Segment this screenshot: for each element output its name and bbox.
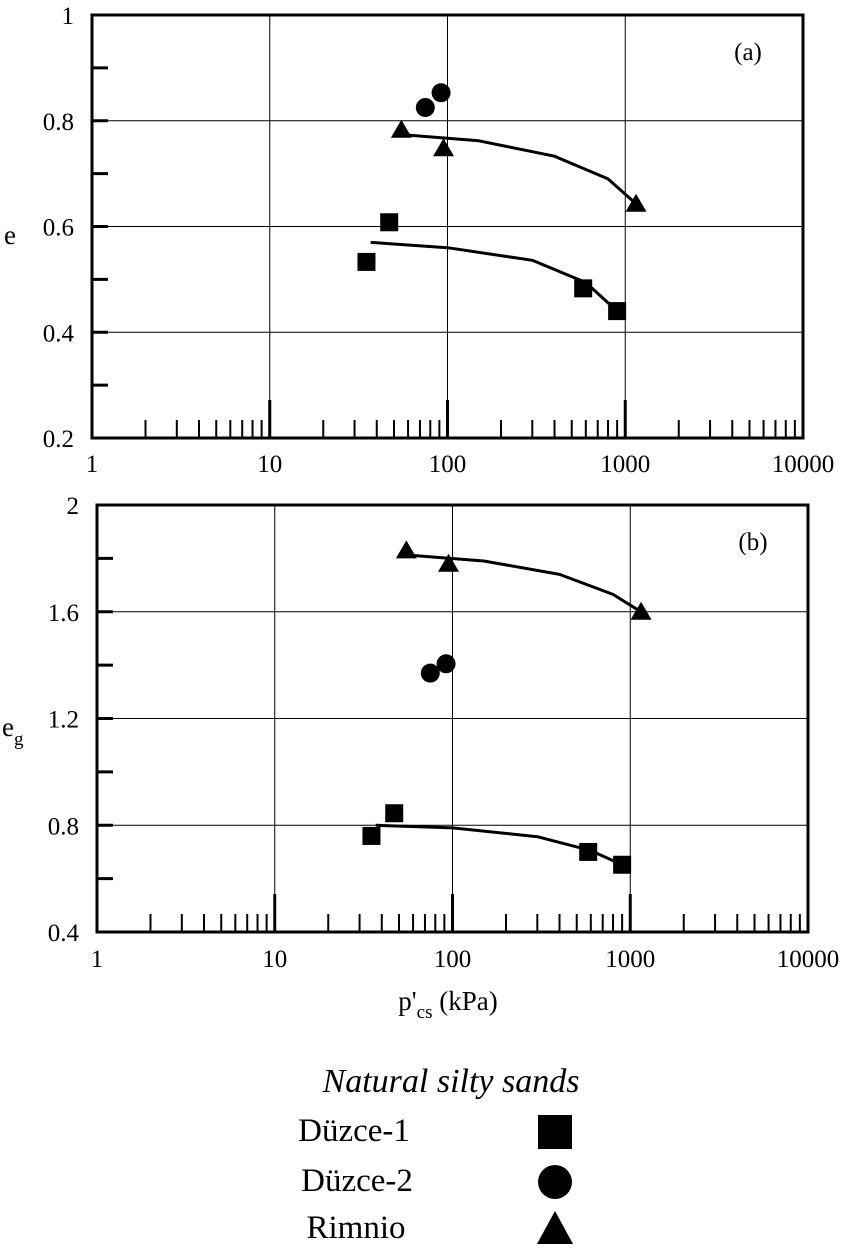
data-point-square: [608, 302, 627, 321]
y-tick-label: 1: [62, 3, 75, 30]
fit-curve-rimnio: [393, 132, 637, 205]
x-tick-label: 1000: [600, 451, 650, 478]
legend-triangle-marker: [537, 1211, 573, 1244]
y-tick-label: 2: [67, 493, 80, 520]
data-point-square: [385, 804, 404, 823]
fit-curve-rimnio: [398, 552, 642, 614]
fit-curve-düzce-1: [370, 240, 619, 313]
legend-title: Natural silty sands: [322, 1063, 580, 1100]
y-tick-label: 0.2: [43, 426, 74, 453]
x-tick-label: 1: [91, 946, 104, 973]
fit-curve-düzce-1: [375, 823, 623, 867]
data-point-triangle: [390, 119, 412, 138]
y-tick-label: 1.2: [48, 707, 79, 734]
y-axis-label-subscript: g: [14, 729, 24, 750]
x-tick-label: 10000: [777, 946, 840, 973]
data-point-square: [574, 279, 593, 298]
data-point-triangle: [630, 601, 652, 620]
x-axis-label-units: (kPa): [432, 986, 497, 1016]
data-point-circle: [436, 654, 456, 674]
legend-label: Düzce-2: [301, 1163, 413, 1199]
data-point-square: [380, 213, 399, 232]
y-tick-label: 0.6: [43, 215, 74, 242]
x-axis-label-main: p': [398, 986, 416, 1016]
legend-label: Rimnio: [306, 1210, 405, 1246]
data-point-triangle: [433, 138, 455, 157]
data-point-square: [613, 855, 632, 874]
x-tick-label: 100: [429, 451, 467, 478]
data-point-circle: [420, 663, 440, 683]
y-tick-label: 0.4: [48, 920, 80, 947]
legend-square-marker: [538, 1115, 572, 1149]
x-tick-label: 100: [434, 946, 472, 973]
x-tick-label: 10: [257, 451, 282, 478]
panel-b: 1 10 100 1000 10000 0.4 0.8 1.2 1.6 2 (b) eg p'cs (k…: [2, 493, 839, 1023]
y-axis-label-a: e: [4, 220, 16, 250]
data-point-triangle: [625, 193, 647, 212]
x-tick-label: 10000: [772, 451, 835, 478]
y-tick-label: 0.8: [48, 813, 79, 840]
panel-a: 1 10 100 1000 10000 0.2 0.4 0.6 0.8 1 (a) e: [4, 3, 834, 478]
panel-label: (a): [734, 39, 762, 66]
x-tick-label: 1000: [605, 946, 655, 973]
data-point-square: [579, 842, 598, 861]
data-point-triangle: [438, 553, 460, 572]
y-tick-label: 1.6: [48, 600, 79, 627]
data-point-square: [362, 826, 381, 845]
y-axis-label-b: eg: [2, 712, 24, 750]
legend: Natural silty sands Düzce-1 Düzce-2 Rimnio: [298, 1063, 579, 1246]
panel-label: (b): [738, 529, 767, 556]
x-axis-label: p'cs (kPa): [398, 986, 497, 1023]
y-tick-label: 0.4: [43, 320, 75, 347]
x-axis-label-subscript: cs: [417, 1002, 433, 1023]
data-point-triangle: [395, 540, 417, 559]
data-point-circle: [415, 98, 435, 118]
x-tick-label: 1: [86, 451, 99, 478]
data-point-circle: [431, 83, 451, 103]
legend-circle-marker: [538, 1165, 572, 1199]
y-tick-label: 0.8: [43, 109, 74, 136]
data-point-square: [357, 252, 376, 271]
x-tick-label: 10: [262, 946, 287, 973]
plot-frame: [95, 503, 810, 934]
legend-label: Düzce-1: [298, 1113, 410, 1149]
plot-frame: [90, 13, 805, 440]
